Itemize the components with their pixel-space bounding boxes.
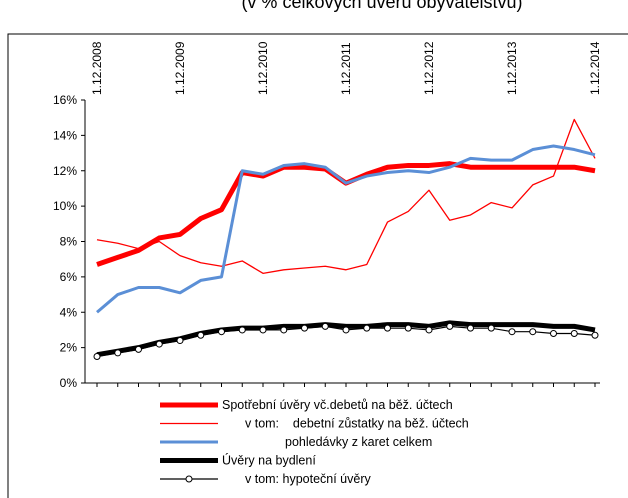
point [384,324,391,332]
point [550,329,557,337]
y-tick-label: 6% [60,270,78,284]
legend-marker [185,475,193,483]
y-tick-label: 2% [60,341,78,355]
series-line [96,118,596,274]
x-tick-label: 1.12.2013 [505,41,519,95]
point [93,352,101,360]
x-tick-label: 1.12.2009 [173,41,187,95]
point [155,340,163,348]
point [508,328,516,336]
y-tick-label: 14% [53,128,77,142]
point [404,324,412,332]
point [342,326,350,334]
legend-label: Spotřební úvěry vč.debetů na běž. účtech [222,398,453,412]
point [425,326,433,334]
point [197,331,205,339]
point [363,324,371,332]
legend-label: pohledávky z karet celkem [285,435,432,449]
point [238,326,246,334]
point [467,324,474,332]
point [114,349,122,357]
x-tick-label: 1.12.2014 [588,41,602,95]
legend-label: Úvěry na bydlení [222,453,316,468]
legend-label: v tom: hypoteční úvěry [245,472,372,486]
y-tick-label: 10% [53,199,77,213]
point [487,324,495,332]
point [135,345,142,353]
legend [150,393,570,491]
y-tick-label: 4% [60,305,78,319]
point [301,324,308,332]
x-tick-label: 1.12.2008 [90,41,104,95]
y-tick-label: 0% [60,376,78,390]
y-tick-label: 12% [53,164,77,178]
x-tick-label: 1.12.2012 [422,41,436,95]
x-tick-label: 1.12.2011 [339,42,353,95]
point [321,322,329,330]
chart-title: (v % celkových úvěrů obyvatelstvu) [241,0,522,12]
point [529,328,537,336]
point [570,329,578,337]
point [280,326,288,334]
point [176,337,184,345]
y-tick-label: 16% [53,93,77,107]
point [446,322,454,330]
series-line [96,144,596,314]
x-tick-label: 1.12.2010 [256,41,270,95]
point [591,331,599,339]
point [218,328,225,336]
legend-label: v tom: debetní zůstatky na běž. účtech [245,417,469,431]
point [259,326,267,334]
frame [7,33,628,498]
y-tick-label: 8% [60,235,78,249]
